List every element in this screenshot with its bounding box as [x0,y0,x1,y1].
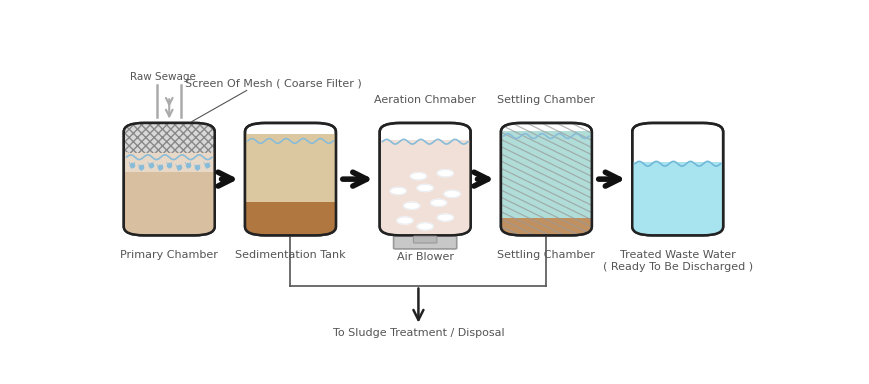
Circle shape [403,202,420,209]
FancyBboxPatch shape [123,123,215,235]
Bar [501,218,592,235]
Bar [633,162,723,235]
Circle shape [444,190,461,197]
Text: Settling Chamber: Settling Chamber [497,250,595,260]
Circle shape [417,184,434,192]
FancyBboxPatch shape [380,123,471,235]
Circle shape [390,187,407,195]
Circle shape [410,173,427,180]
Text: To Sludge Treatment / Disposal: To Sludge Treatment / Disposal [333,328,504,338]
Bar [245,134,336,202]
FancyBboxPatch shape [394,236,457,249]
FancyBboxPatch shape [245,123,336,235]
Text: Aeration Chmaber: Aeration Chmaber [375,95,476,105]
Text: Raw Sewage: Raw Sewage [129,71,196,81]
Circle shape [417,223,434,230]
Circle shape [397,217,413,224]
Text: Air Blower: Air Blower [396,252,454,263]
Text: Treated Waste Water
( Ready To Be Discharged ): Treated Waste Water ( Ready To Be Discha… [602,250,753,272]
FancyBboxPatch shape [123,123,215,152]
Bar [380,140,471,235]
Bar [245,202,336,235]
Text: Screen Of Mesh ( Coarse Filter ): Screen Of Mesh ( Coarse Filter ) [185,79,362,89]
Circle shape [437,170,454,177]
Text: Sedimentation Tank: Sedimentation Tank [235,250,346,260]
FancyBboxPatch shape [414,236,437,243]
Text: Settling Chamber: Settling Chamber [497,95,595,105]
Circle shape [437,214,454,221]
Bar [123,172,215,235]
Bar [123,152,215,172]
FancyBboxPatch shape [633,123,723,235]
Circle shape [430,199,447,206]
Text: Primary Chamber: Primary Chamber [120,250,218,260]
FancyBboxPatch shape [501,123,592,235]
Bar [501,131,592,218]
